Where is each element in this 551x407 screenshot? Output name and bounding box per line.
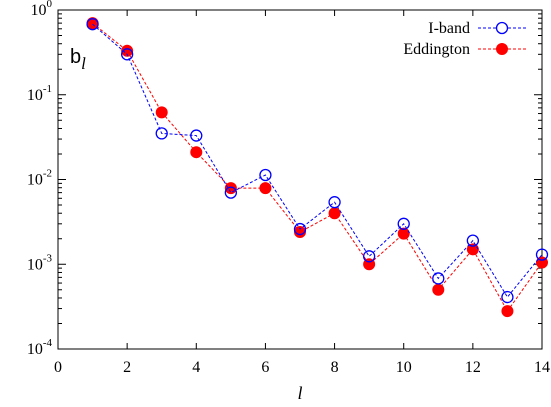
panel-label: bl [70,46,86,73]
data-point-eddington [190,146,203,159]
data-point-i-band [190,129,203,142]
x-tick-label: 14 [534,359,550,376]
y-tick-label: 10-2 [27,168,52,189]
x-tick-label: 0 [54,359,62,376]
data-point-i-band [535,248,549,261]
data-point-i-band [328,196,341,209]
data-point-i-band [259,168,272,182]
data-point-eddington [328,207,341,220]
legend-label-eddington: Eddington [403,41,470,58]
data-point-i-band [466,234,480,247]
x-tick-label: 12 [465,359,481,376]
x-axis-title: l [297,383,302,403]
y-tick-label: 100 [31,0,53,19]
data-point-eddington [121,44,134,57]
legend-label-i-band: I-band [428,20,470,37]
data-point-eddington [155,106,168,119]
data-point-i-band [397,217,410,230]
data-point-eddington [466,243,479,256]
y-tick-label: 10-3 [27,252,53,273]
data-point-eddington [501,305,514,318]
x-tick-label: 2 [123,359,131,376]
data-point-eddington [432,283,445,296]
data-point-eddington [259,182,272,195]
x-tick-label: 6 [261,359,269,376]
plot-frame [57,9,543,350]
y-axis: 10-4 10-3 10-2 10-1 100 [27,0,542,358]
y-tick-label: 10-4 [27,337,53,358]
y-tick-label: 10-1 [27,83,52,104]
data-point-i-band [120,48,134,61]
x-axis: 0 2 4 6 8 10 12 14 [54,10,550,376]
data-point-i-band [293,222,307,236]
legend-marker-i-band [495,21,509,35]
x-tick-label: 10 [396,359,412,376]
series-layer [86,17,549,318]
legend: I-band Eddington [403,20,526,58]
data-point-i-band [432,272,445,285]
data-point-i-band [155,127,168,140]
data-point-i-band [86,18,99,31]
legend-marker-eddington [496,43,508,55]
x-tick-label: 4 [192,359,200,376]
series-line-eddington [92,22,543,313]
data-point-i-band [362,250,376,263]
data-point-eddington [397,227,410,240]
data-point-i-band [224,186,238,199]
data-point-i-band [501,290,514,304]
series-line-i-band [92,23,543,298]
x-tick-label: 8 [331,359,339,376]
data-point-eddington [294,226,306,239]
